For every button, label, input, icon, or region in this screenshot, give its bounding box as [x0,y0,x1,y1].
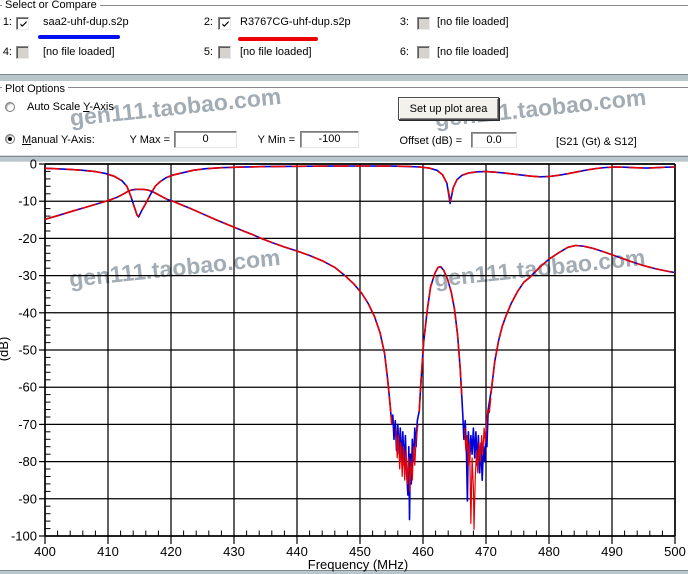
svg-text:420: 420 [160,544,182,559]
svg-text:430: 430 [223,544,245,559]
svg-text:440: 440 [286,544,308,559]
svg-text:460: 460 [412,544,434,559]
svg-text:450: 450 [349,544,371,559]
svg-text:(dB): (dB) [0,337,11,362]
svg-text:-100: -100 [11,529,37,544]
svg-text:-90: -90 [18,491,37,506]
svg-text:-70: -70 [18,417,37,432]
svg-text:410: 410 [97,544,119,559]
svg-text:-40: -40 [18,305,37,320]
svg-text:-50: -50 [18,343,37,358]
svg-text:400: 400 [34,544,56,559]
svg-text:-60: -60 [18,380,37,395]
svg-text:470: 470 [475,544,497,559]
svg-text:-10: -10 [18,194,37,209]
svg-text:-80: -80 [18,454,37,469]
svg-text:-30: -30 [18,268,37,283]
svg-text:480: 480 [538,544,560,559]
svg-text:490: 490 [601,544,623,559]
svg-text:-20: -20 [18,231,37,246]
svg-text:500: 500 [664,544,686,559]
svg-text:0: 0 [30,157,37,172]
svg-text:Frequency (MHz): Frequency (MHz) [308,557,408,572]
